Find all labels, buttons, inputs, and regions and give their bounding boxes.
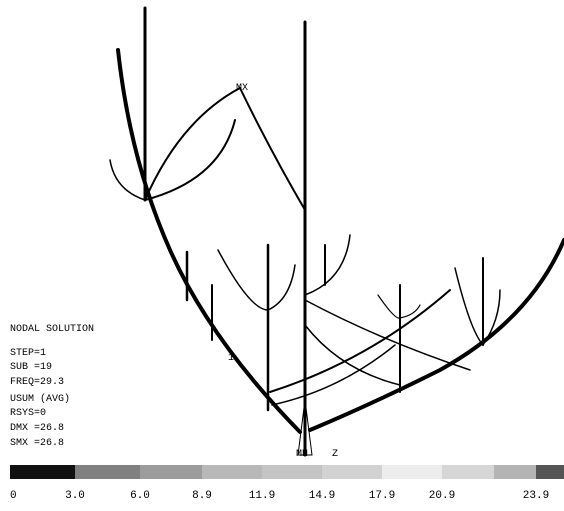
info-line: USUM (AVG) (10, 393, 70, 405)
info-line: STEP=1 (10, 348, 46, 359)
info-line: DMX =26.8 (10, 423, 64, 434)
legend-label: 23.9 (523, 490, 549, 502)
node-label: 1 (228, 353, 234, 364)
info-line: FREQ=29.3 (10, 377, 64, 388)
legend-label: 0 (10, 490, 17, 502)
legend-label: 3.0 (65, 490, 85, 502)
color-legend (10, 465, 564, 479)
legend-label: 20.9 (429, 490, 455, 502)
info-line: NODAL SOLUTION (10, 324, 94, 335)
info-line: SMX =26.8 (10, 438, 64, 449)
legend-labels: 0 3.0 6.0 8.9 11.9 14.9 17.9 20.9 23.9 (10, 490, 549, 502)
legend-label: 8.9 (192, 490, 212, 502)
legend-label: 6.0 (130, 490, 150, 502)
axis-label: Z (332, 449, 338, 460)
legend-label: 17.9 (369, 490, 395, 502)
info-block: NODAL SOLUTION STEP=1 SUB =19 FREQ=29.3 USUM… (10, 324, 94, 449)
legend-label: 11.9 (249, 490, 275, 502)
max-marker: MX (236, 83, 248, 94)
legend-label: 14.9 (309, 490, 335, 502)
info-line: RSYS=0 (10, 408, 46, 419)
min-marker: MN (296, 449, 308, 460)
structure (109, 6, 564, 457)
info-line: SUB =19 (10, 362, 52, 373)
